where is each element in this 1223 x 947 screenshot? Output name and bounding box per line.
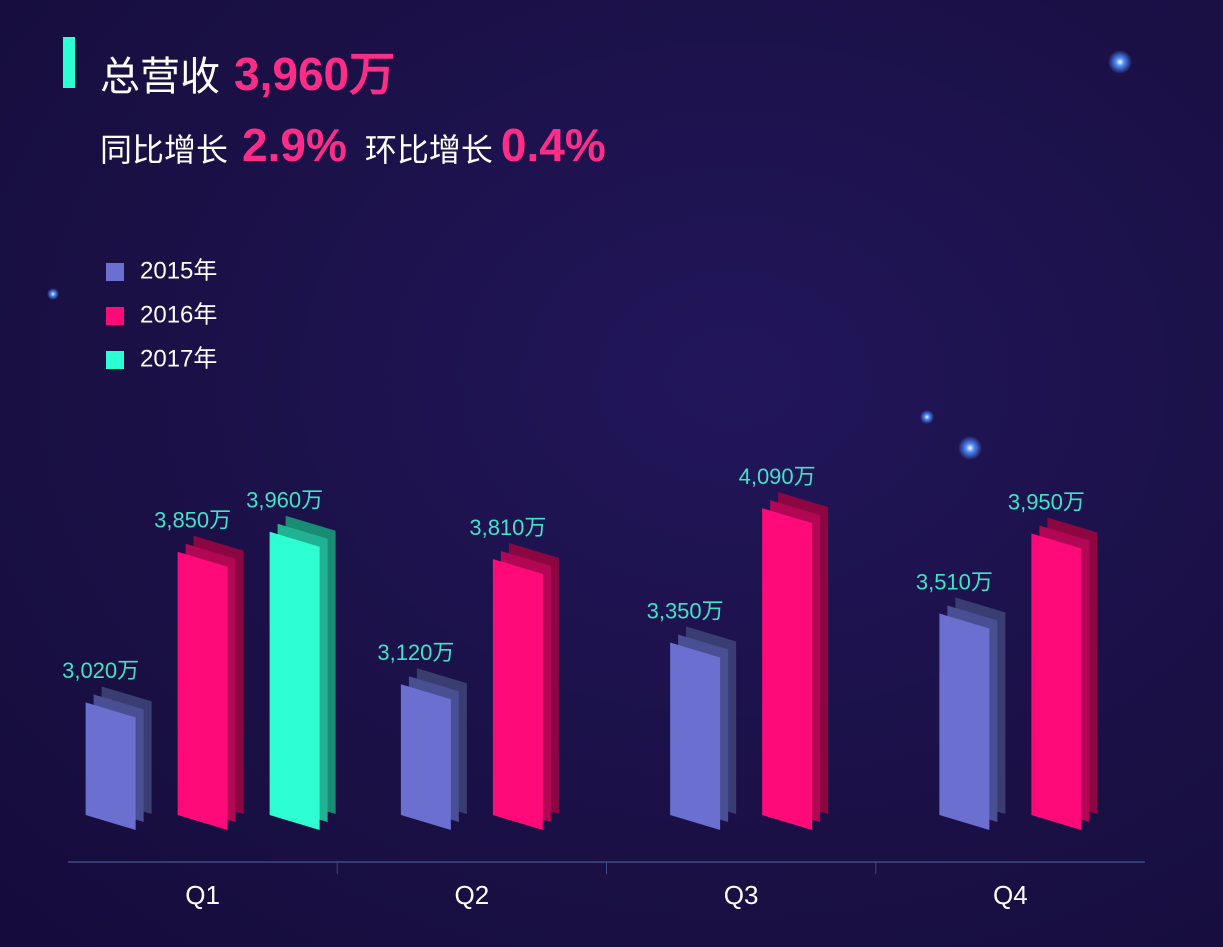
bar bbox=[85, 702, 136, 830]
star bbox=[920, 410, 934, 424]
mom-value: 0.4% bbox=[500, 119, 606, 171]
legend-label: 2017年 bbox=[140, 345, 217, 372]
bar bbox=[177, 551, 228, 830]
star bbox=[958, 436, 982, 460]
value-label: 3,350万 bbox=[647, 598, 724, 623]
bar bbox=[939, 613, 990, 830]
value-label: 3,020万 bbox=[62, 658, 139, 683]
value-label: 3,810万 bbox=[469, 515, 546, 540]
star bbox=[1108, 50, 1132, 74]
x-tick-label: Q1 bbox=[185, 880, 220, 910]
header-line-1: 总营收 3,960万 bbox=[100, 38, 395, 104]
legend-swatch bbox=[106, 351, 124, 369]
x-tick-label: Q3 bbox=[724, 880, 759, 910]
legend-swatch bbox=[106, 307, 124, 325]
value-label: 4,090万 bbox=[739, 464, 816, 489]
x-tick-label: Q4 bbox=[993, 880, 1028, 910]
bar bbox=[269, 531, 320, 830]
value-label: 3,850万 bbox=[154, 508, 231, 533]
bar bbox=[670, 642, 721, 830]
value-label: 3,950万 bbox=[1008, 489, 1085, 514]
yoy-label: 同比增长 bbox=[100, 132, 229, 168]
value-label: 3,120万 bbox=[377, 640, 454, 665]
bar bbox=[762, 508, 813, 830]
bar bbox=[1031, 533, 1082, 830]
star bbox=[47, 288, 59, 300]
bar bbox=[400, 684, 451, 830]
legend-swatch bbox=[106, 263, 124, 281]
value-label: 3,510万 bbox=[916, 569, 993, 594]
mom-label: 环比增长 bbox=[364, 132, 493, 168]
value-label: 3,960万 bbox=[246, 488, 323, 513]
header-total: 3,960万 bbox=[234, 48, 396, 100]
header-line-2: 同比增长 2.9% 环比增长 0.4% bbox=[100, 118, 606, 172]
legend-label: 2016年 bbox=[140, 301, 217, 328]
x-tick-label: Q2 bbox=[455, 880, 490, 910]
legend-label: 2015年 bbox=[140, 257, 217, 284]
title-marker bbox=[63, 37, 75, 88]
yoy-value: 2.9% bbox=[242, 119, 347, 171]
bar bbox=[492, 558, 543, 830]
header-title: 总营收 bbox=[100, 55, 220, 99]
